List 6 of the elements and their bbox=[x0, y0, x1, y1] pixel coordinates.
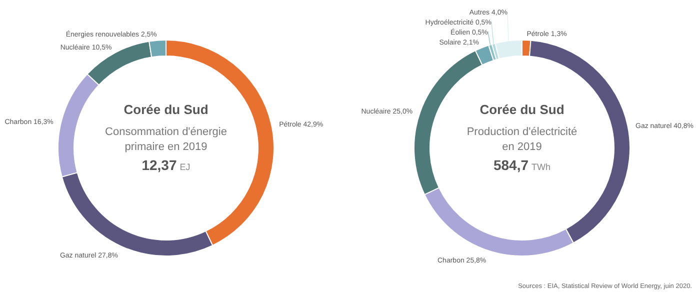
text: Production d'électricité en 2019 bbox=[466, 126, 578, 153]
text: Corée du Sud bbox=[480, 102, 564, 117]
text: Consommation d'énergie primaire en 2019 bbox=[105, 126, 227, 153]
text: 12,37 EJ bbox=[142, 157, 190, 173]
text: 584,7 TWh bbox=[493, 157, 551, 173]
text: Corée du Sud bbox=[124, 102, 208, 117]
